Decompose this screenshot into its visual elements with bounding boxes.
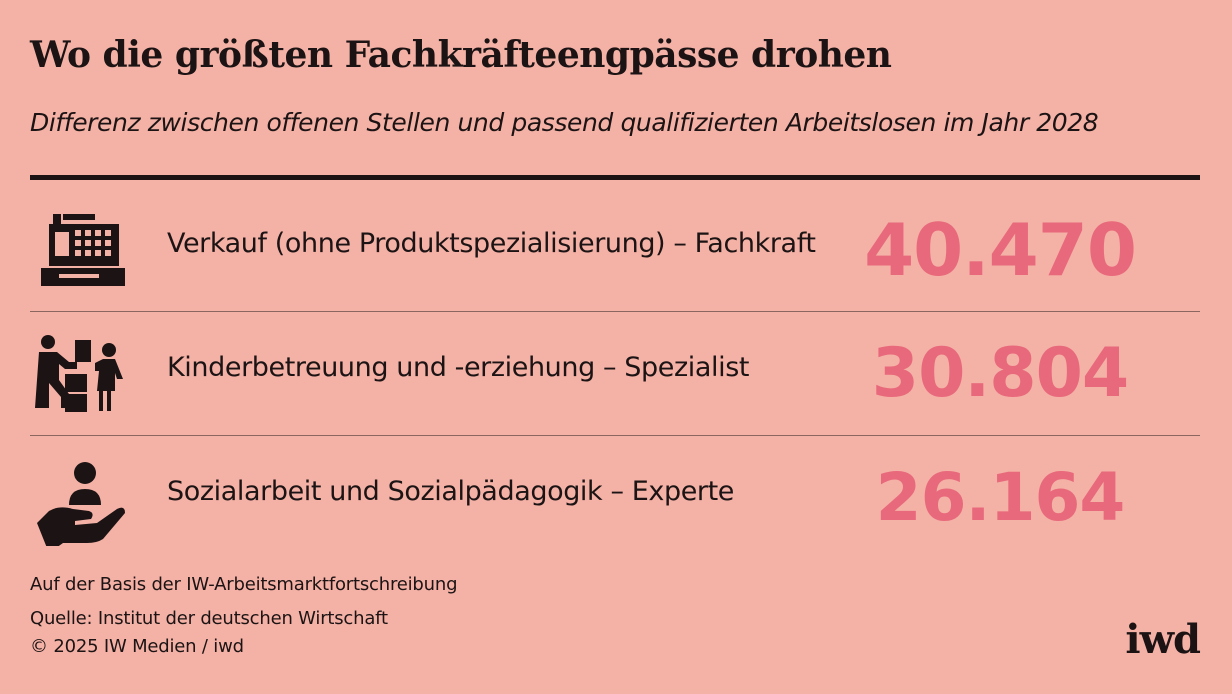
table-row-2: Kinderbetreuung und -erziehung – Spezial…: [30, 312, 1200, 436]
page-subtitle: Differenz zwischen offenen Stellen und p…: [30, 108, 1099, 137]
iwd-logo: iwd: [1125, 616, 1201, 663]
care-hand-icon: [30, 436, 130, 560]
row-divider: [30, 434, 1200, 436]
page-title: Wo die größten Fachkräfteengpässe drohen: [30, 34, 892, 76]
footer-note: Auf der Basis der IW-Arbeitsmarktfortsch…: [30, 574, 458, 595]
row-value: 26.164: [875, 458, 1126, 536]
row-value: 40.470: [864, 208, 1137, 292]
table-row-1: Verkauf (ohne Produktspezialisierung) – …: [30, 188, 1200, 312]
childcare-icon: [30, 312, 130, 436]
cash-register-icon: [30, 188, 130, 312]
row-value: 30.804: [871, 333, 1129, 413]
table-row-3: Sozialarbeit und Sozialpädagogik – Exper…: [30, 436, 1200, 560]
row-divider: [30, 310, 1200, 312]
row-label: Sozialarbeit und Sozialpädagogik – Exper…: [167, 476, 735, 507]
row-label: Kinderbetreuung und -erziehung – Spezial…: [167, 352, 750, 383]
footer-copyright: © 2025 IW Medien / iwd: [30, 636, 244, 657]
row-label: Verkauf (ohne Produktspezialisierung) – …: [167, 228, 816, 259]
footer-source: Quelle: Institut der deutschen Wirtschaf…: [30, 608, 388, 629]
top-rule: [30, 175, 1200, 180]
